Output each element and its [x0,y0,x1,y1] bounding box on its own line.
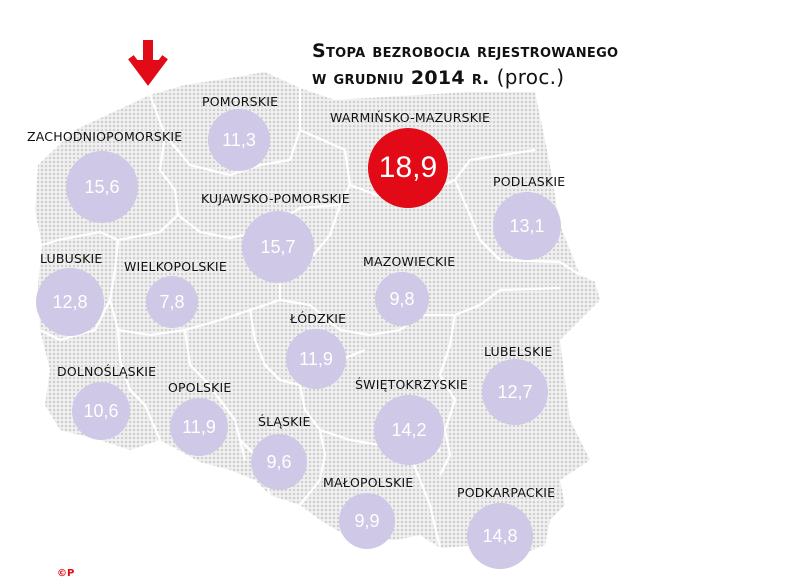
region-label-podkarpackie: PODKARPACKIE [457,485,556,500]
region-label-lubelskie: LUBELSKIE [484,344,553,359]
region-label-zachodniopomorskie: ZACHODNIOPOMORSKIE [27,129,183,144]
value-bubble-dolnoslaskie: 10,6 [72,382,130,440]
region-label-swietokrzyskie: ŚWIĘTOKRZYSKIE [355,377,468,392]
value-bubble-malopolskie: 9,9 [339,493,395,549]
region-label-warminsko-mazurskie: WARMIŃSKO-MAZURSKIE [330,110,491,125]
value-bubble-mazowieckie: 9,8 [375,272,429,326]
value-bubble-lubuskie: 12,8 [36,268,104,336]
region-label-kujawsko-pomorskie: KUJAWSKO-POMORSKIE [201,191,350,206]
region-label-podlaskie: PODLASKIE [493,174,566,189]
value-bubble-swietokrzyskie: 14,2 [374,395,444,465]
value-bubble-opolskie: 11,9 [170,398,228,456]
title-date: w grudniu 2014 r. [312,67,490,89]
region-label-opolskie: OPOLSKIE [168,380,232,395]
region-label-malopolskie: MAŁOPOLSKIE [323,475,414,490]
north-arrow-icon [128,40,168,86]
value-bubble-lubelskie: 12,7 [482,359,548,425]
copyright-mark: ©P [57,568,75,579]
title-line-2: w grudniu 2014 r. (proc.) [312,64,772,91]
value-bubble-podlaskie: 13,1 [493,192,561,260]
title-unit: (proc.) [496,65,565,89]
region-label-mazowieckie: MAZOWIECKIE [363,254,456,269]
value-bubble-slaskie: 9,6 [251,434,307,490]
map-title: Stopa bezrobocia rejestrowanego w grudni… [312,38,772,91]
title-line-1: Stopa bezrobocia rejestrowanego [312,40,619,62]
value-bubble-zachodniopomorskie: 15,6 [66,151,138,223]
value-bubble-warminsko-mazurskie: 18,9 [368,128,448,208]
region-label-lubuskie: LUBUSKIE [40,251,103,266]
region-label-pomorskie: POMORSKIE [202,94,279,109]
value-bubble-kujawsko-pomorskie: 15,7 [242,211,314,283]
value-bubble-pomorskie: 11,3 [208,109,270,171]
region-label-wielkopolskie: WIELKOPOLSKIE [124,259,227,274]
region-label-lodzkie: ŁÓDZKIE [290,311,347,326]
region-label-slaskie: ŚLĄSKIE [258,414,311,429]
value-bubble-wielkopolskie: 7,8 [146,276,198,328]
value-bubble-lodzkie: 11,9 [286,329,346,389]
value-bubble-podkarpackie: 14,8 [467,503,533,569]
region-label-dolnoslaskie: DOLNOŚLĄSKIE [57,364,157,379]
